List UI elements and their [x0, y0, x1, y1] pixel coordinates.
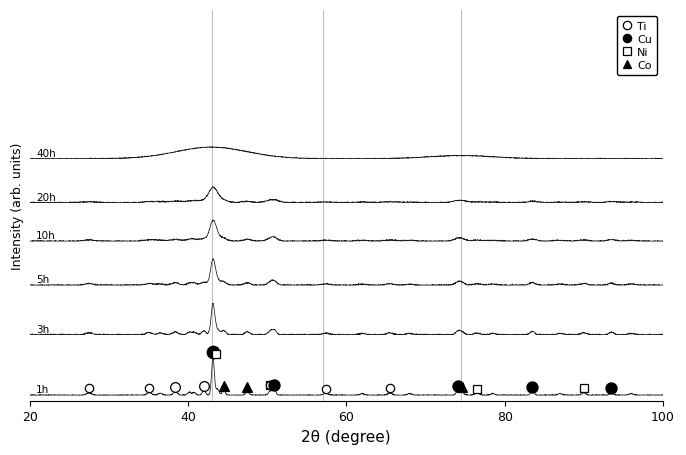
- X-axis label: 2θ (degree): 2θ (degree): [301, 429, 391, 444]
- Legend: Ti, Cu, Ni, Co: Ti, Cu, Ni, Co: [617, 17, 657, 76]
- Text: 1h: 1h: [36, 384, 49, 394]
- Text: 40h: 40h: [36, 148, 56, 158]
- Text: 5h: 5h: [36, 274, 49, 284]
- Y-axis label: Intensity (arb. units): Intensity (arb. units): [11, 142, 24, 269]
- Text: 20h: 20h: [36, 192, 56, 202]
- Text: 10h: 10h: [36, 231, 56, 241]
- Text: 3h: 3h: [36, 324, 49, 334]
